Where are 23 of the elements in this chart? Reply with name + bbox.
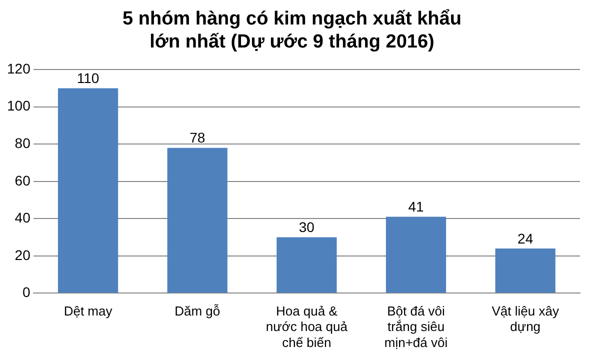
x-tick-label: Vật liệu xây dựng: [492, 304, 560, 334]
y-tick-label: 20: [14, 246, 31, 263]
y-tick-label: 80: [14, 134, 31, 151]
bar: [58, 88, 118, 293]
x-tick-label: Bột đá vôi trắng siêu mịn+đá vôi: [384, 304, 448, 350]
chart-title: 5 nhóm hàng có kim ngạch xuất khẩu lớn nhất (Dự ước 9 tháng 2016): [122, 8, 462, 52]
data-label: 24: [518, 230, 534, 246]
x-tick-label: Dăm gỗ: [174, 304, 220, 319]
data-label: 110: [76, 70, 100, 86]
data-label: 30: [298, 219, 315, 236]
y-tick-label: 120: [7, 60, 31, 76]
data-label: 78: [190, 130, 206, 146]
x-tick-label: Dệt may: [64, 304, 113, 319]
y-tick-label: 100: [7, 98, 31, 114]
data-label: 41: [408, 198, 424, 215]
y-tick-label: 60: [14, 172, 31, 188]
bar: [276, 237, 337, 293]
y-tick-label: 0: [22, 284, 31, 300]
y-tick-label: 40: [14, 210, 31, 226]
x-tick-label: Hoa quả & nước hoa quả chế biến: [266, 304, 348, 350]
bar: [495, 248, 556, 293]
bar: [386, 216, 446, 293]
bar: [167, 148, 228, 293]
